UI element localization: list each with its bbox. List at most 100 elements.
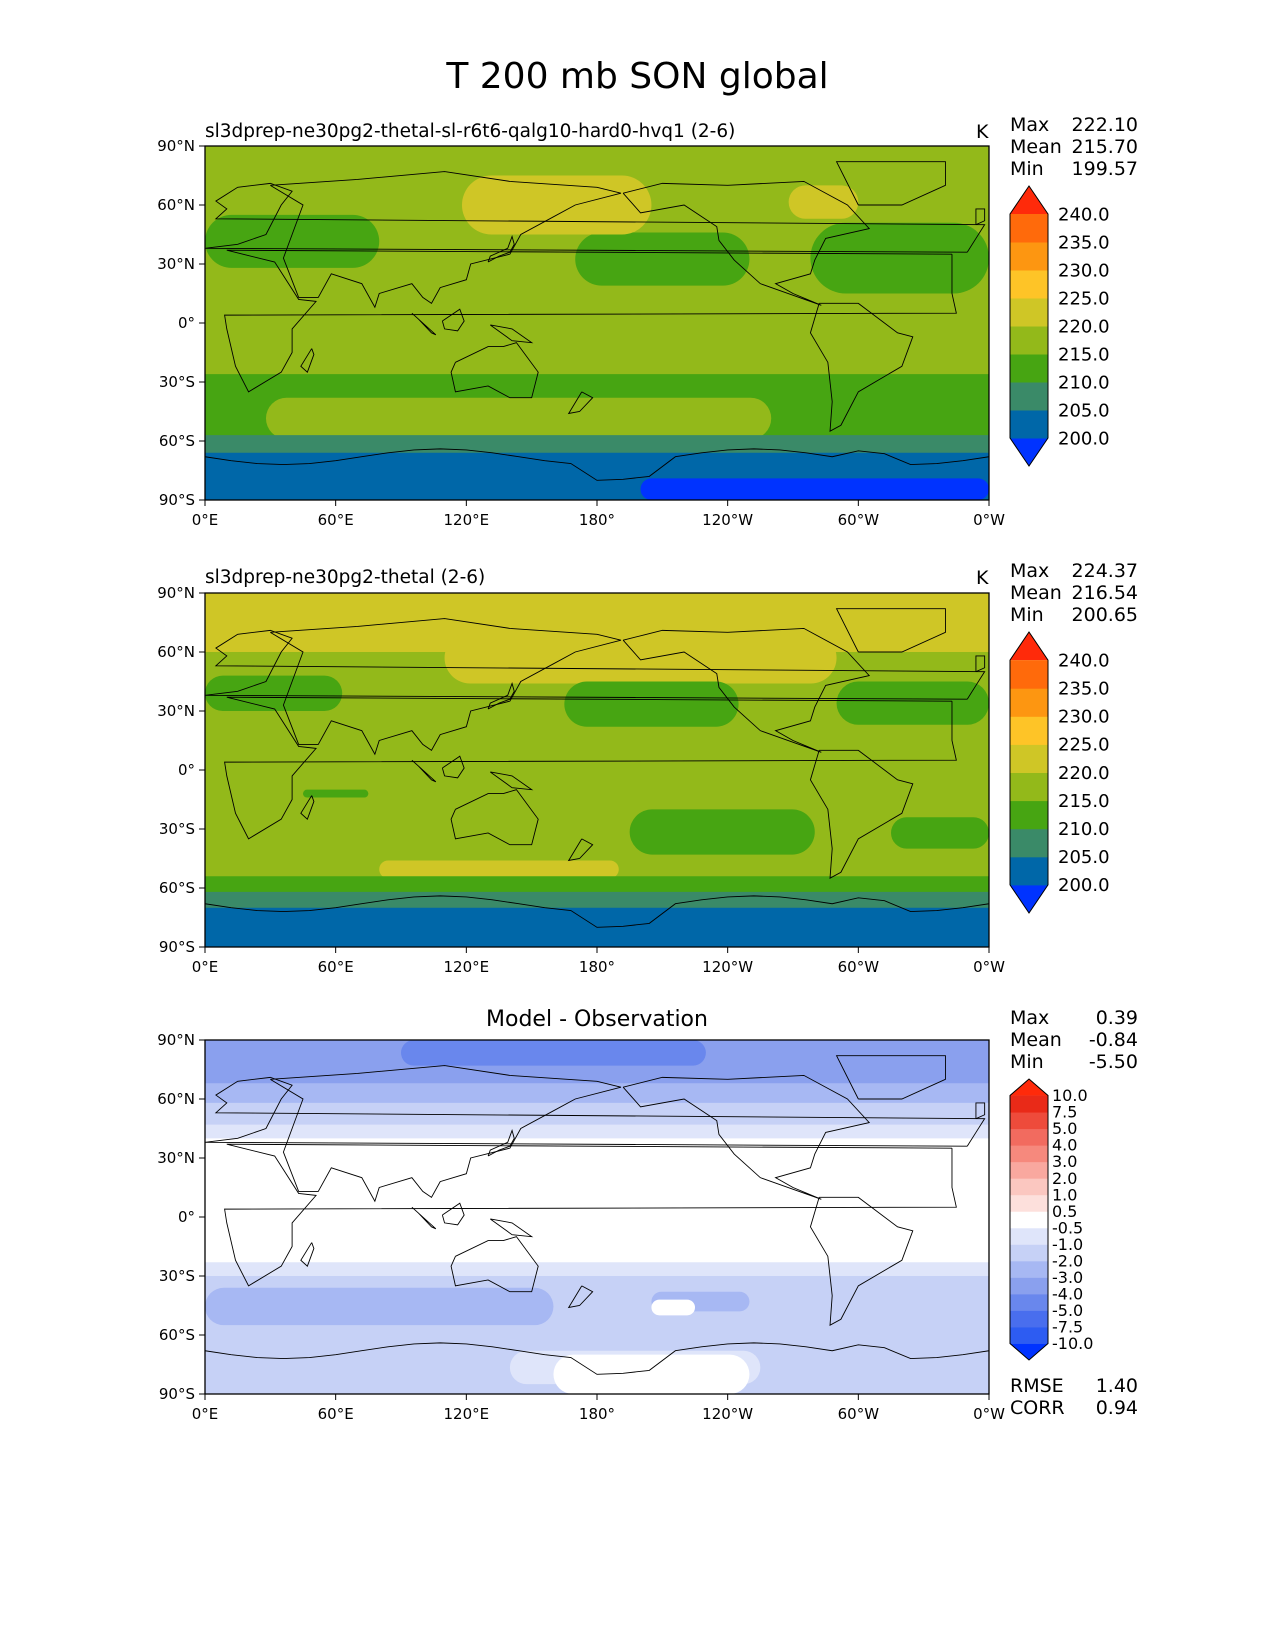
coastline-1-5 bbox=[809, 302, 914, 432]
coastline-3-4 bbox=[835, 1055, 946, 1100]
x-tick-label: 0°E bbox=[192, 958, 219, 976]
x-tick-label: 60°W bbox=[838, 511, 880, 529]
y-tick-label: 0° bbox=[178, 1208, 195, 1226]
panel-3-max: 0.39 bbox=[1095, 1007, 1138, 1029]
y-tick-label: 60°S bbox=[159, 1326, 195, 1344]
coastline-3-3 bbox=[622, 1074, 871, 1200]
coastline-3-5 bbox=[809, 1196, 914, 1326]
region-2-7 bbox=[891, 817, 989, 849]
coastline-1-3 bbox=[622, 180, 871, 306]
map-panel-3: 0°E 60°E 120°E 180° 120°W 60°W 0°W 90°N 60°N 30°N… bbox=[157, 1031, 1005, 1423]
coastline-3-1 bbox=[205, 1076, 986, 1147]
coastline-2-11 bbox=[411, 759, 437, 783]
x-tick-label: 0°E bbox=[192, 511, 219, 529]
y-tick-label: 90°N bbox=[157, 137, 195, 155]
colorbar-segment bbox=[1010, 800, 1048, 830]
region-1-2 bbox=[575, 232, 750, 286]
y-tick-label: 30°S bbox=[159, 1267, 195, 1285]
x-tick-label: 0°E bbox=[192, 1405, 219, 1423]
x-tick-label: 120°W bbox=[702, 511, 753, 529]
colorbar-label: -4.0 bbox=[1052, 1284, 1083, 1303]
y-tick-label: 60°N bbox=[157, 196, 195, 214]
x-tick-label: 120°W bbox=[702, 1405, 753, 1423]
colorbar-label: -5.0 bbox=[1052, 1301, 1083, 1320]
colorbar-label: 5.0 bbox=[1052, 1119, 1077, 1138]
x-tick-label: 180° bbox=[579, 511, 615, 529]
colorbar-label: -0.5 bbox=[1052, 1218, 1083, 1237]
coastline-3-9 bbox=[487, 1129, 515, 1157]
coastline-1-1 bbox=[205, 182, 986, 253]
colorbar-segment bbox=[1010, 1095, 1048, 1113]
colorbar-label: -10.0 bbox=[1052, 1334, 1093, 1353]
coastlines-3 bbox=[205, 1055, 989, 1375]
colorbar-segment bbox=[1010, 856, 1048, 886]
colorbar-label: 2.0 bbox=[1052, 1169, 1077, 1188]
region-1-3 bbox=[810, 222, 989, 294]
colorbar-segment bbox=[1010, 438, 1048, 466]
colorbar-label: 215.0 bbox=[1058, 344, 1110, 365]
colorbar-segment bbox=[1010, 186, 1048, 214]
region-2-5 bbox=[836, 681, 989, 725]
colorbar-segment bbox=[1010, 1178, 1048, 1196]
y-tick-label: 30°N bbox=[157, 255, 195, 273]
coastline-2-0 bbox=[224, 696, 957, 840]
coastline-1-11 bbox=[411, 312, 437, 336]
colorbar-segment bbox=[1010, 884, 1048, 913]
coastline-1-7 bbox=[567, 391, 594, 415]
field-3 bbox=[205, 1040, 989, 1394]
panel-2-mean: 216.54 bbox=[1071, 582, 1138, 604]
colorbar-segment bbox=[1010, 242, 1048, 271]
x-tick-label: 60°E bbox=[318, 958, 354, 976]
colorbar-1: 240.0 235.0 230.0 225.0 220.0 215.0 210.0 205.0… bbox=[1009, 185, 1110, 467]
panel-3-title: Model - Observation bbox=[486, 1007, 708, 1032]
coastline-2-7 bbox=[567, 838, 594, 862]
colorbar-segment bbox=[1010, 1145, 1048, 1163]
x-tick-label: 60°E bbox=[318, 511, 354, 529]
colorbar-label: 1.0 bbox=[1052, 1185, 1077, 1204]
coastline-antarctica-1 bbox=[205, 448, 989, 481]
y-tick-label: 60°N bbox=[157, 1090, 195, 1108]
colorbar-label: 240.0 bbox=[1058, 204, 1110, 225]
colorbar-segment bbox=[1010, 354, 1048, 383]
colorbar-segment bbox=[1010, 382, 1048, 411]
region-1-5 bbox=[788, 185, 859, 219]
coastline-2-12 bbox=[490, 771, 534, 791]
x-tick-label: 0°W bbox=[973, 958, 1005, 976]
colorbar-segment bbox=[1010, 772, 1048, 802]
colorbar-segment bbox=[1010, 1079, 1048, 1096]
region-1-4 bbox=[461, 175, 652, 235]
coastline-antarctica-3 bbox=[205, 1342, 989, 1375]
coastlines-2 bbox=[205, 608, 989, 928]
coastline-3-13 bbox=[975, 1102, 986, 1120]
panel-3-corr: 0.94 bbox=[1095, 1397, 1138, 1419]
panel-1-mean: 215.70 bbox=[1071, 136, 1138, 158]
region-2-9 bbox=[379, 860, 619, 879]
coastline-3-0 bbox=[224, 1143, 957, 1287]
colorbar-segment bbox=[1010, 660, 1048, 689]
figure-title: T 200 mb SON global bbox=[446, 56, 829, 97]
colorbar-label: -7.5 bbox=[1052, 1318, 1083, 1337]
colorbar-label: 205.0 bbox=[1058, 400, 1110, 421]
coastline-2-1 bbox=[205, 629, 986, 700]
panel-3-min: -5.50 bbox=[1088, 1051, 1138, 1073]
x-tick-label: 180° bbox=[579, 958, 615, 976]
colorbar-segment bbox=[1010, 1326, 1048, 1344]
coastline-2-5 bbox=[809, 749, 914, 879]
y-tick-label: 30°N bbox=[157, 1149, 195, 1167]
coastline-3-8 bbox=[300, 1242, 315, 1267]
panel-1-title: sl3dprep-ne30pg2-thetal-sl-r6t6-qalg10-h… bbox=[205, 121, 736, 142]
region-2-4 bbox=[564, 681, 739, 727]
coastline-1-13 bbox=[975, 208, 986, 226]
colorbar-label: -2.0 bbox=[1052, 1251, 1083, 1270]
coastline-1-2 bbox=[270, 171, 622, 309]
y-tick-label: 30°S bbox=[159, 820, 195, 838]
colorbar-segment bbox=[1010, 410, 1048, 439]
region-2-10 bbox=[205, 876, 989, 896]
region-3-12 bbox=[553, 1354, 750, 1394]
coastline-2-4 bbox=[835, 608, 946, 653]
colorbar-segment bbox=[1010, 1112, 1048, 1130]
colorbar-segment bbox=[1010, 744, 1048, 773]
x-tick-label: 120°E bbox=[444, 1405, 490, 1423]
colorbar-segment bbox=[1010, 688, 1048, 717]
